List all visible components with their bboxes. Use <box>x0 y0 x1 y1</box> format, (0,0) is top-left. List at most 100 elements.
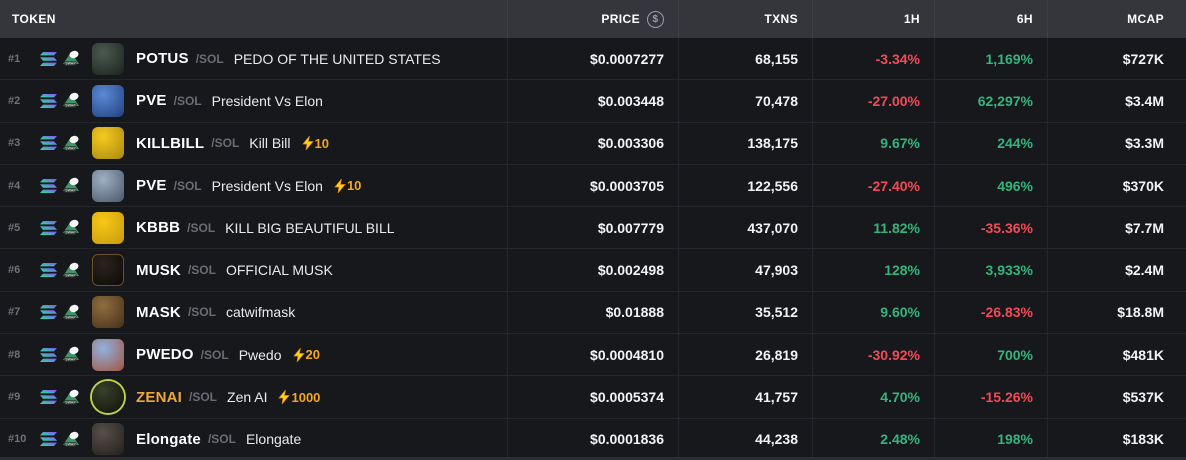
table-row[interactable]: #2 SWAP <box>0 80 1186 123</box>
mcap-cell: $481K <box>1122 346 1164 363</box>
table-row[interactable]: #3 SWAP <box>0 122 1186 165</box>
column-header-mcap[interactable]: MCAP <box>1048 0 1186 38</box>
token-symbol: ZENAI <box>136 388 182 406</box>
token-cell[interactable]: #7 SWAP <box>0 291 508 334</box>
column-header-6h[interactable]: 6H <box>935 0 1048 38</box>
token-cell[interactable]: #1 SWAP <box>0 38 508 80</box>
table-body: #1 SWAP <box>0 38 1186 460</box>
token-chain-label: /SOL <box>189 390 218 405</box>
price-cell: $0.007779 <box>508 207 679 249</box>
token-avatar <box>92 254 124 287</box>
solana-icon <box>40 136 57 151</box>
chain-icons: SWAP <box>40 134 81 153</box>
column-header-1h[interactable]: 1H <box>813 0 935 38</box>
rank-label: #1 <box>8 52 21 65</box>
token-cell[interactable]: #8 SWAP <box>0 334 508 376</box>
rank-label: #7 <box>8 306 21 319</box>
token-avatar <box>92 211 124 244</box>
svg-text:SWAP: SWAP <box>65 273 76 277</box>
change-6h-cell: -15.26% <box>935 376 1048 418</box>
txns-cell: 47,903 <box>679 249 813 291</box>
token-avatar <box>92 169 124 202</box>
rank-label: #6 <box>8 264 21 277</box>
token-symbol: PVE <box>136 177 167 195</box>
price-cell: $0.0001836 <box>508 418 679 460</box>
table-row[interactable]: #1 SWAP <box>0 38 1186 81</box>
solana-icon <box>40 263 57 278</box>
table-row[interactable]: #5 SWAP <box>0 207 1186 250</box>
token-cell[interactable]: #10 SWAP <box>0 418 508 460</box>
6h-header-label: 6H <box>1016 12 1033 26</box>
pumpswap-icon: SWAP <box>62 49 81 68</box>
token-name: Kill Bill <box>249 135 291 152</box>
token-avatar <box>92 127 124 160</box>
pumpswap-icon: SWAP <box>62 303 81 322</box>
txns-cell: 70,478 <box>679 80 813 122</box>
svg-text:SWAP: SWAP <box>65 146 76 150</box>
mcap-cell: $183K <box>1122 431 1164 448</box>
boost-value: 10 <box>314 135 329 151</box>
price-cell: $0.0007277 <box>508 38 679 80</box>
mcap-cell: $3.4M <box>1125 92 1164 109</box>
price-cell: $0.002498 <box>508 249 679 291</box>
pumpswap-icon: SWAP <box>62 218 81 237</box>
mcap-cell: $7.7M <box>1125 219 1164 236</box>
price-cell: $0.003448 <box>508 80 679 122</box>
token-avatar <box>92 423 124 456</box>
change-6h-cell: -35.36% <box>935 207 1048 249</box>
chain-icons: SWAP <box>40 176 81 195</box>
token-symbol: MASK <box>136 303 181 321</box>
solana-icon <box>40 51 57 66</box>
table-row[interactable]: #8 SWAP <box>0 334 1186 377</box>
change-6h-cell: 244% <box>935 122 1048 164</box>
token-chain-label: /SOL <box>187 220 216 235</box>
table-row[interactable]: #6 SWAP <box>0 249 1186 292</box>
table-row[interactable]: #9 SWAP <box>0 376 1186 419</box>
price-cell: $0.0003705 <box>508 164 679 207</box>
token-cell[interactable]: #9 SWAP <box>0 376 508 418</box>
token-cell[interactable]: #2 SWAP <box>0 80 508 122</box>
rank-label: #4 <box>8 179 21 192</box>
token-avatar <box>92 42 124 75</box>
change-1h-cell: 11.82% <box>813 207 935 249</box>
token-symbol: MUSK <box>136 261 181 279</box>
lightning-bolt-icon <box>334 178 346 193</box>
token-cell[interactable]: #3 SWAP <box>0 122 508 164</box>
chain-icons: SWAP <box>40 430 81 449</box>
token-cell[interactable]: #4 SWAP <box>0 164 508 207</box>
token-avatar <box>92 338 124 371</box>
mcap-cell: $537K <box>1122 389 1164 406</box>
table-row[interactable]: #4 SWAP <box>0 164 1186 208</box>
token-symbol: Elongate <box>136 430 201 448</box>
token-symbol: PWEDO <box>136 346 194 364</box>
token-avatar <box>92 381 124 414</box>
chain-icons: SWAP <box>40 345 81 364</box>
solana-icon <box>40 220 57 235</box>
rank-label: #3 <box>8 137 21 150</box>
solana-icon <box>40 347 57 362</box>
token-name: catwifmask <box>225 304 296 321</box>
change-6h-cell: -26.83% <box>935 291 1048 334</box>
token-cell[interactable]: #5 SWAP <box>0 207 508 249</box>
token-name: President Vs Elon <box>211 177 323 194</box>
column-header-price[interactable]: PRICE $ <box>508 0 679 38</box>
dollar-circle-icon[interactable]: $ <box>647 10 664 28</box>
change-1h-cell: -27.40% <box>813 164 935 207</box>
txns-cell: 437,070 <box>679 207 813 249</box>
column-header-txns[interactable]: TXNS <box>679 0 813 38</box>
pumpswap-icon: SWAP <box>62 91 81 110</box>
lightning-bolt-icon <box>278 390 291 405</box>
txns-cell: 122,556 <box>679 164 813 207</box>
token-chain-label: /SOL <box>173 178 202 193</box>
txns-cell: 26,819 <box>679 334 813 376</box>
token-avatar <box>92 84 124 117</box>
token-cell[interactable]: #6 SWAP <box>0 249 508 291</box>
change-1h-cell: 4.70% <box>813 376 935 418</box>
mcap-cell: $18.8M <box>1117 304 1164 321</box>
mcap-cell: $727K <box>1122 50 1164 67</box>
column-header-token[interactable]: TOKEN <box>0 0 508 38</box>
txns-header-label: TXNS <box>764 12 798 26</box>
table-row[interactable]: #10 SWAP <box>0 418 1186 460</box>
table-row[interactable]: #7 SWAP <box>0 291 1186 335</box>
